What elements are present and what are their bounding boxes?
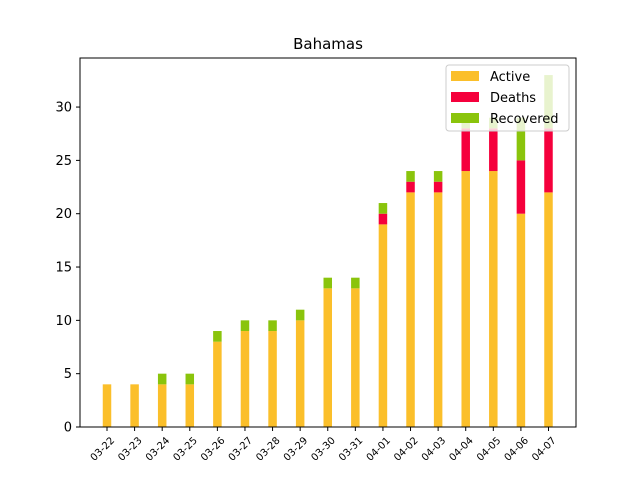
bar-recovered-03-30 bbox=[323, 277, 332, 289]
y-tick-label: 20 bbox=[55, 207, 72, 222]
bar-active-04-02 bbox=[406, 192, 415, 427]
bar-active-03-25 bbox=[185, 384, 195, 427]
bar-deaths-04-02 bbox=[406, 181, 415, 193]
bar-recovered-04-06 bbox=[516, 117, 526, 161]
bar-active-03-23 bbox=[130, 384, 139, 427]
bar-recovered-03-28 bbox=[268, 320, 277, 332]
bar-recovered-04-01 bbox=[378, 203, 388, 214]
bar-active-03-30 bbox=[323, 288, 332, 427]
bar-recovered-03-27 bbox=[240, 320, 250, 332]
bar-recovered-03-31 bbox=[351, 277, 360, 289]
legend-label-active: Active bbox=[490, 70, 530, 85]
bar-active-03-27 bbox=[240, 331, 250, 427]
bar-active-04-06 bbox=[516, 213, 526, 427]
bar-active-03-29 bbox=[295, 320, 305, 427]
bar-active-04-03 bbox=[433, 192, 443, 427]
legend-swatch-deaths bbox=[451, 92, 479, 102]
y-tick-label: 30 bbox=[55, 101, 72, 116]
bar-active-03-24 bbox=[157, 384, 167, 427]
legend-swatch-recovered bbox=[451, 113, 479, 123]
bar-recovered-03-25 bbox=[185, 373, 195, 385]
y-tick-label: 0 bbox=[64, 421, 72, 436]
bar-recovered-03-29 bbox=[295, 309, 305, 321]
bar-recovered-03-24 bbox=[157, 373, 167, 385]
bar-active-03-31 bbox=[351, 288, 360, 427]
legend-label-deaths: Deaths bbox=[490, 91, 536, 106]
bar-active-04-07 bbox=[544, 192, 553, 427]
bar-active-04-01 bbox=[378, 224, 388, 427]
bar-active-03-26 bbox=[213, 341, 222, 427]
legend-label-recovered: Recovered bbox=[490, 112, 559, 127]
bar-deaths-04-03 bbox=[433, 181, 443, 193]
bar-active-04-04 bbox=[461, 171, 470, 427]
bar-deaths-04-05 bbox=[489, 128, 498, 172]
y-tick-label: 25 bbox=[55, 154, 72, 169]
legend: Active Deaths Recovered bbox=[445, 64, 570, 132]
legend-swatch-active bbox=[451, 71, 479, 81]
bar-active-03-28 bbox=[268, 331, 277, 427]
y-tick-label: 15 bbox=[55, 261, 72, 276]
bar-deaths-04-07 bbox=[544, 128, 553, 193]
y-tick-label: 10 bbox=[55, 314, 72, 329]
bar-deaths-04-04 bbox=[461, 128, 470, 172]
bar-recovered-04-02 bbox=[406, 171, 415, 182]
bar-deaths-04-06 bbox=[516, 160, 526, 214]
chart-title: Bahamas bbox=[293, 35, 363, 53]
bar-recovered-03-26 bbox=[213, 331, 222, 342]
bar-active-03-22 bbox=[102, 384, 112, 427]
bar-deaths-04-01 bbox=[378, 213, 388, 225]
bar-recovered-04-03 bbox=[433, 171, 443, 182]
y-tick-label: 5 bbox=[64, 367, 72, 382]
bar-active-04-05 bbox=[489, 171, 498, 427]
